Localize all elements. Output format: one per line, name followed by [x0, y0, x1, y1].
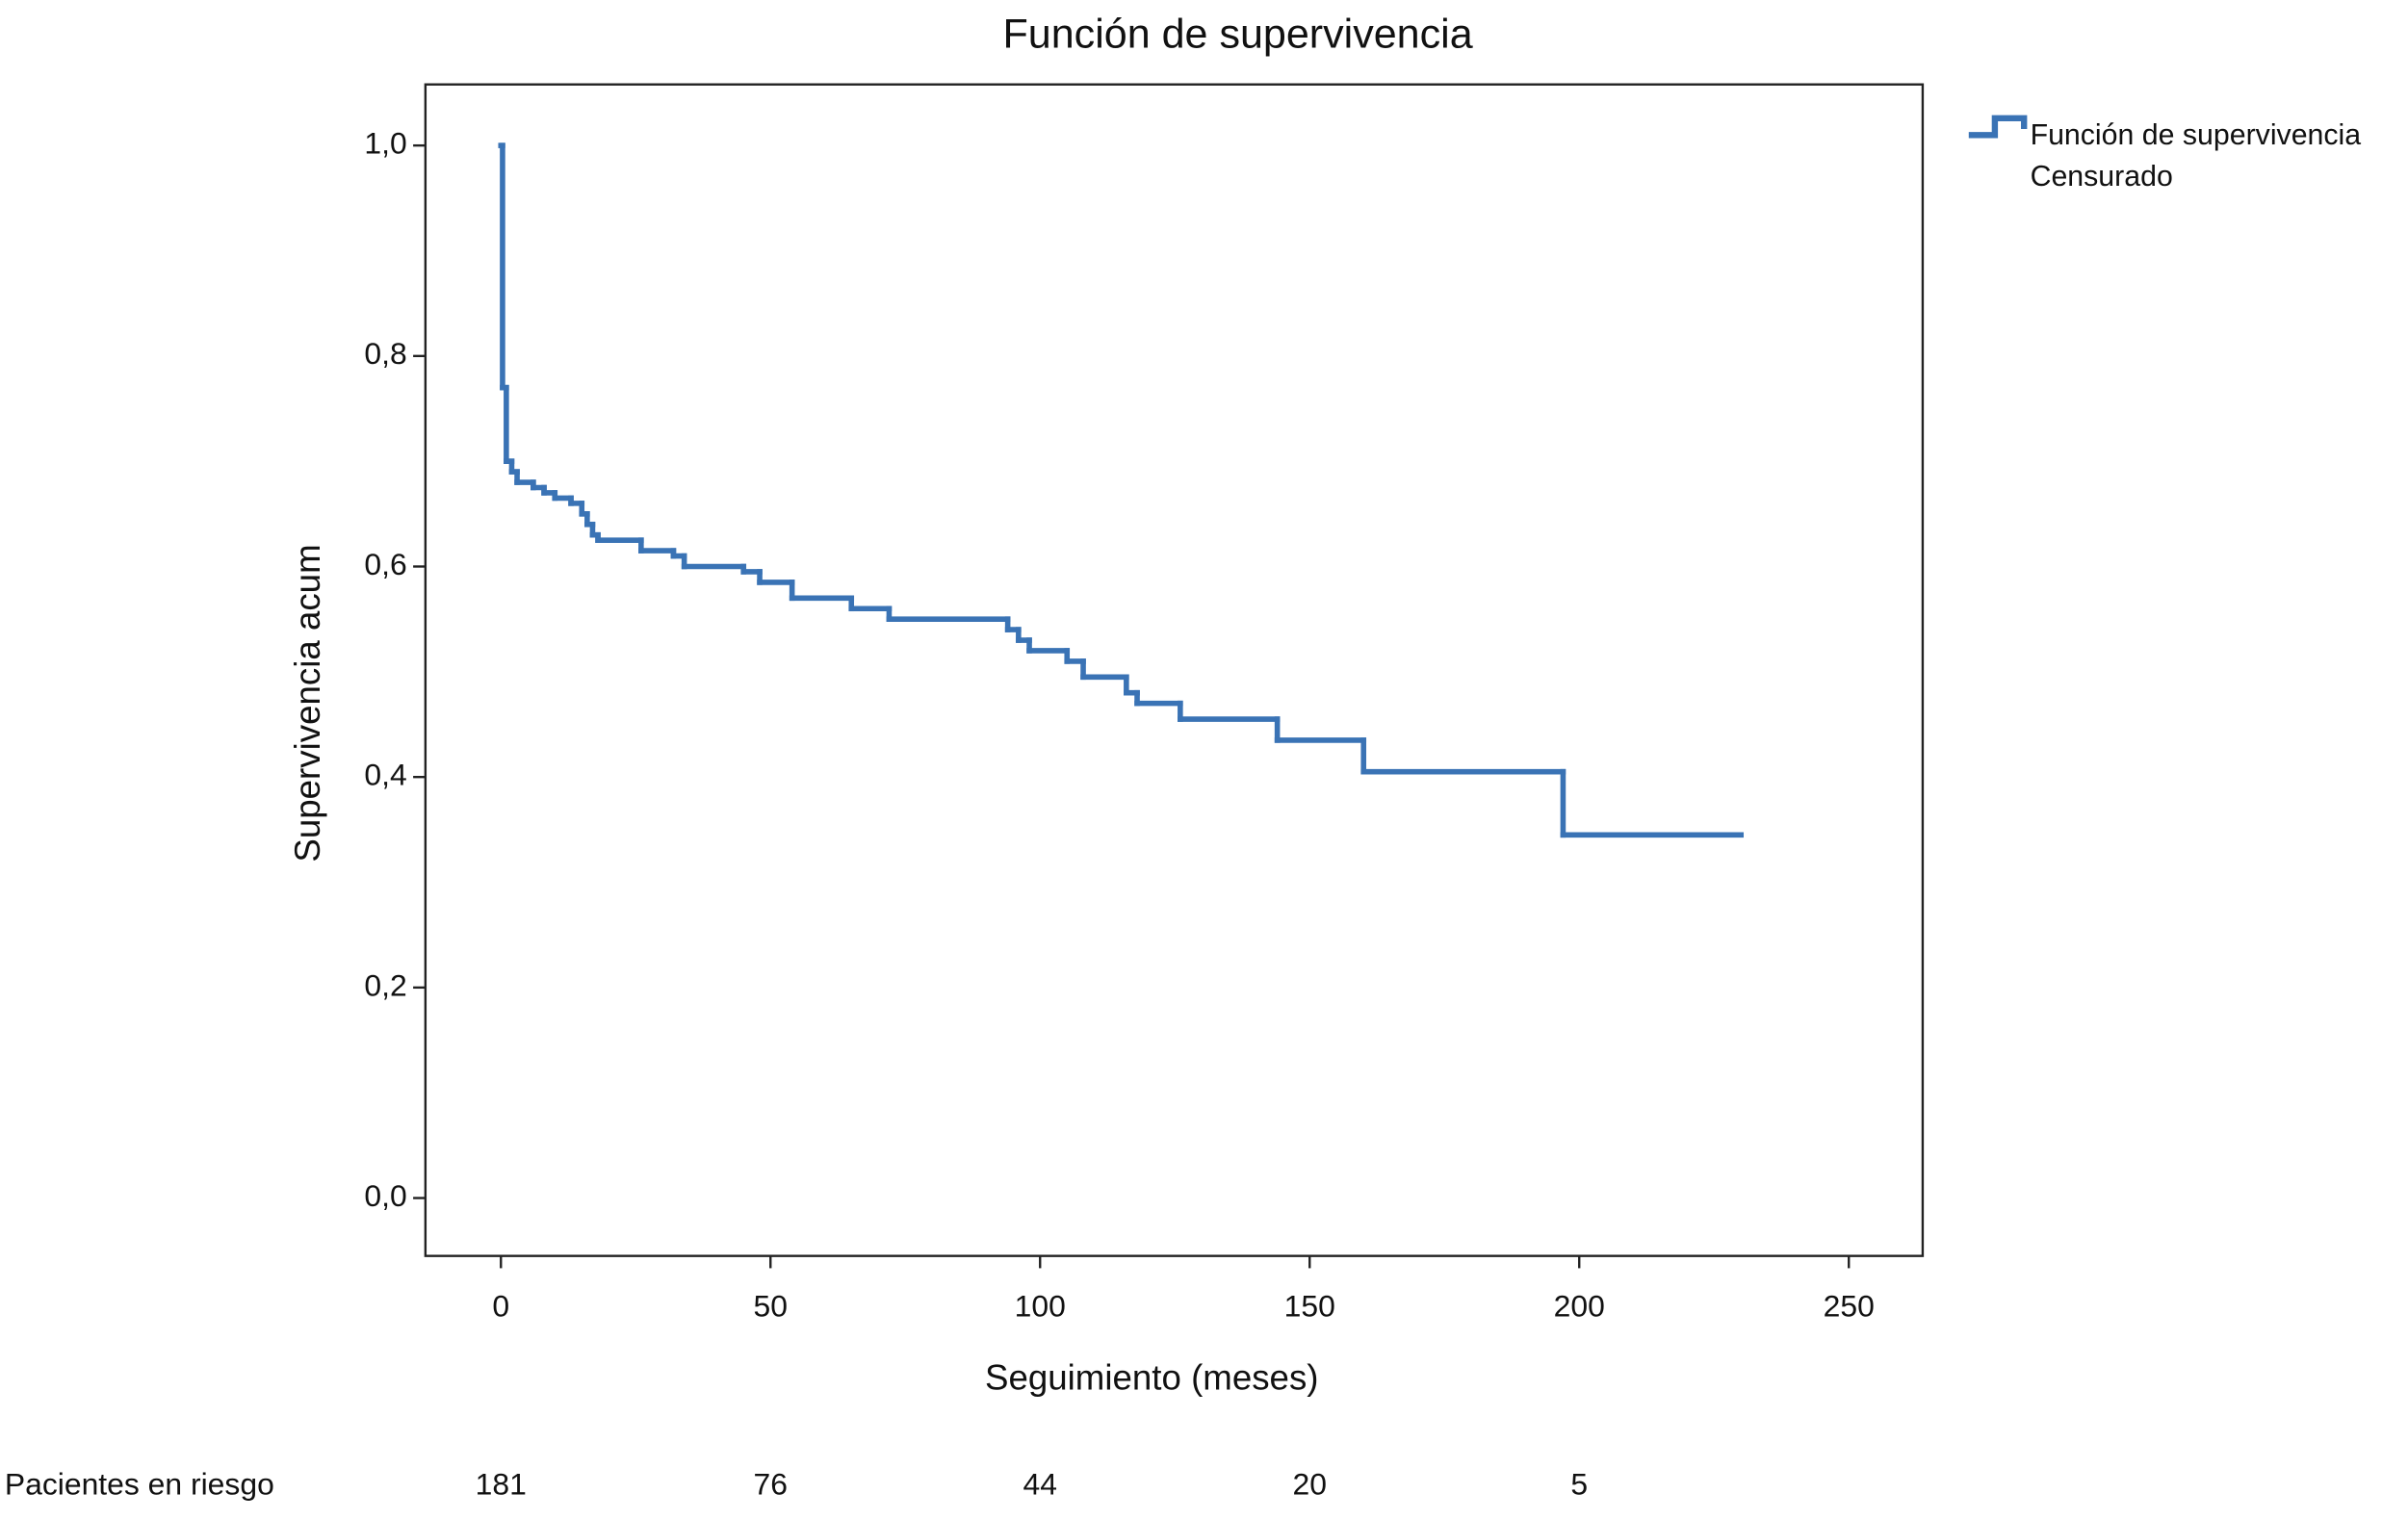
chart-title: Función de supervivencia [1003, 12, 1473, 58]
at-risk-value: 5 [1570, 1466, 1588, 1501]
at-risk-value: 20 [1293, 1466, 1327, 1501]
legend: Función de supervivencia Censurado [1968, 115, 2362, 193]
y-tick-label: 0,6 [364, 547, 406, 581]
y-axis-label: Supervivencia acum [288, 544, 327, 862]
x-axis-label: Seguimiento (meses) [985, 1358, 1318, 1398]
x-tick-label: 200 [1554, 1288, 1605, 1323]
plot-frame [424, 83, 1925, 1257]
y-tick-label: 0,4 [364, 758, 406, 792]
legend-label: Función de supervivencia [2031, 119, 2362, 151]
at-risk-label: Pacientes en riesgo [5, 1466, 274, 1501]
y-tick-label: 1,0 [364, 126, 406, 161]
y-tick-label: 0,2 [364, 967, 406, 1002]
y-tick-label: 0,0 [364, 1178, 406, 1213]
x-tick-label: 150 [1284, 1288, 1335, 1323]
at-risk-value: 44 [1023, 1466, 1057, 1501]
at-risk-value: 181 [476, 1466, 527, 1501]
x-tick-label: 0 [492, 1288, 509, 1323]
x-tick-label: 100 [1015, 1288, 1066, 1323]
legend-label: Censurado [2031, 161, 2173, 193]
x-tick-label: 50 [754, 1288, 788, 1323]
y-tick-label: 0,8 [364, 336, 406, 371]
legend-icon [1968, 115, 2028, 139]
at-risk-value: 76 [754, 1466, 788, 1501]
x-tick-label: 250 [1824, 1288, 1875, 1323]
